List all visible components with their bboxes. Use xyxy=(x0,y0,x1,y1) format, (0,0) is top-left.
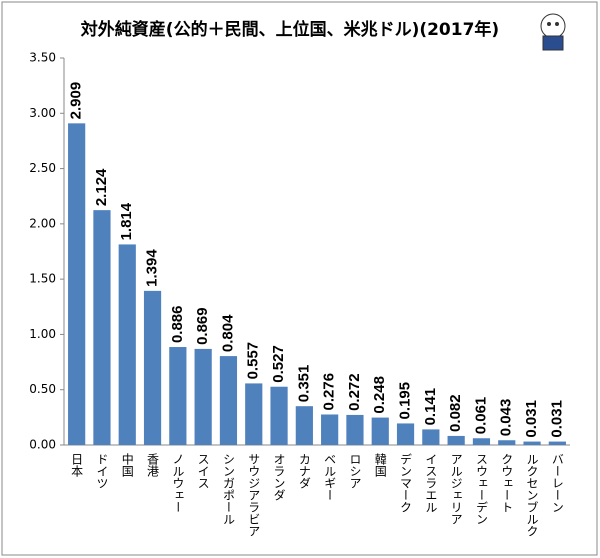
bar xyxy=(169,347,187,445)
value-label: 1.394 xyxy=(144,249,161,287)
x-tick-label: スウェーデン xyxy=(474,453,488,525)
bar xyxy=(396,423,415,445)
y-tick-label: 2.00 xyxy=(29,216,56,230)
y-tick-label: 2.50 xyxy=(29,161,56,175)
bar xyxy=(143,290,162,445)
value-label: 0.031 xyxy=(523,400,540,438)
bar xyxy=(68,123,86,445)
x-tick-label: イスラエル xyxy=(424,453,438,513)
x-tick-label: サウジアラビア xyxy=(247,453,261,537)
value-label: 2.124 xyxy=(93,168,110,206)
value-label: 0.141 xyxy=(422,388,439,426)
x-tick-label: シンガポール xyxy=(221,453,235,525)
value-label: 0.195 xyxy=(397,382,414,420)
value-label: 0.527 xyxy=(270,345,287,383)
x-tick-label: 日本 xyxy=(70,453,84,478)
bar xyxy=(422,429,440,445)
bar xyxy=(548,441,566,445)
y-tick-label: 1.00 xyxy=(29,327,56,341)
x-tick-label: 中国 xyxy=(120,452,134,477)
bar xyxy=(245,383,263,445)
bar xyxy=(93,210,111,445)
x-tick-label: アルジェリア xyxy=(449,453,463,525)
value-label: 0.886 xyxy=(169,305,186,343)
bar xyxy=(371,417,389,445)
value-label: 1.814 xyxy=(118,202,135,240)
bar xyxy=(295,406,313,445)
value-label: 0.272 xyxy=(346,373,363,411)
bar xyxy=(523,441,541,445)
chart-title: 対外純資産(公的＋民間、上位国、米兆ドル)(2017年) xyxy=(80,19,499,40)
value-label: 0.276 xyxy=(321,373,338,411)
x-tick-label: 香港 xyxy=(146,453,160,477)
value-label: 0.031 xyxy=(548,400,565,438)
x-tick-label: クウェート xyxy=(500,453,514,513)
x-tick-label: ノルウェー xyxy=(171,453,185,513)
value-label: 0.061 xyxy=(472,397,489,435)
bar xyxy=(219,356,238,445)
y-tick-label: 0.50 xyxy=(29,382,56,396)
x-tick-label: ベルギー xyxy=(323,453,337,501)
x-tick-label: オランダ xyxy=(272,453,286,501)
x-tick-label: バーレーン xyxy=(550,453,564,513)
bar xyxy=(194,348,212,445)
value-label: 0.043 xyxy=(498,399,515,437)
value-label: 0.557 xyxy=(245,342,262,380)
x-tick-label: デンマーク xyxy=(399,453,413,513)
y-tick-label: 3.00 xyxy=(29,106,56,120)
bar xyxy=(472,438,491,445)
value-label: 0.082 xyxy=(447,394,464,432)
bar xyxy=(447,435,465,445)
x-tick-label: ルクセンブルク xyxy=(525,453,539,537)
value-label: 0.869 xyxy=(194,307,211,345)
x-tick-label: カナダ xyxy=(297,453,311,489)
value-label: 2.909 xyxy=(68,82,85,120)
mascot-icon xyxy=(540,13,566,51)
y-tick-label: 3.50 xyxy=(29,51,56,65)
x-tick-label: ロシア xyxy=(348,453,362,489)
x-tick-label: ドイツ xyxy=(95,453,109,489)
value-label: 0.248 xyxy=(371,376,388,414)
y-tick-label: 0.00 xyxy=(29,438,56,452)
bar xyxy=(118,244,136,445)
value-label: 0.804 xyxy=(219,314,236,352)
bar xyxy=(321,414,339,445)
x-tick-label: 韓国 xyxy=(373,453,387,477)
bar xyxy=(498,440,516,445)
x-tick-label: スイス xyxy=(196,453,210,489)
bar xyxy=(270,386,288,445)
value-label: 0.351 xyxy=(295,365,312,403)
y-tick-label: 1.50 xyxy=(29,272,56,286)
bar xyxy=(346,414,364,445)
